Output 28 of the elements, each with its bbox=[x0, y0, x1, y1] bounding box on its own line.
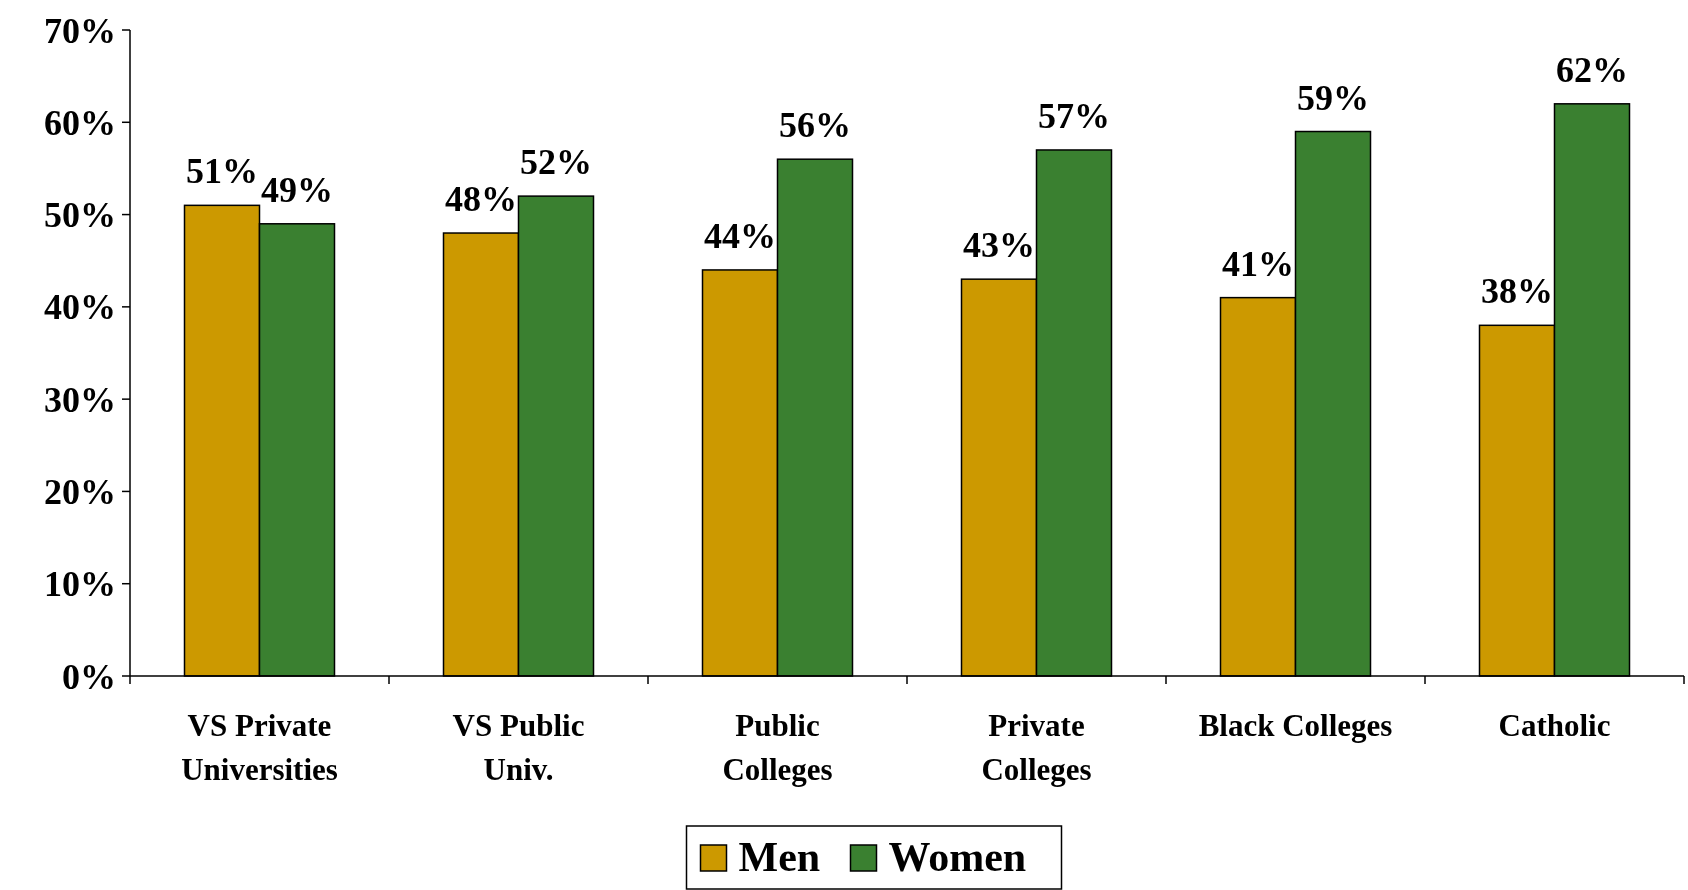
data-label: 48% bbox=[445, 179, 517, 220]
legend-label: Men bbox=[738, 834, 821, 880]
data-label: 41% bbox=[1222, 243, 1294, 284]
data-label: 62% bbox=[1556, 49, 1628, 90]
x-tick-label: VS Private Universities bbox=[181, 708, 338, 787]
x-tick-label: Public Colleges bbox=[722, 708, 833, 787]
data-label: 59% bbox=[1297, 77, 1369, 118]
x-tick-label: VS Public Univ. bbox=[452, 708, 585, 787]
legend-label: Women bbox=[888, 834, 1027, 880]
data-label: 43% bbox=[963, 225, 1035, 266]
x-tick-label: Black Colleges bbox=[1198, 708, 1393, 743]
y-tick-label: 0% bbox=[62, 656, 116, 697]
data-label: 38% bbox=[1481, 271, 1553, 312]
y-tick-label: 10% bbox=[44, 564, 116, 605]
data-label: 49% bbox=[261, 169, 333, 210]
x-tick-label: Catholic bbox=[1498, 708, 1611, 743]
y-tick-label: 60% bbox=[44, 102, 116, 143]
data-label: 57% bbox=[1038, 95, 1110, 136]
data-label: 52% bbox=[520, 142, 592, 183]
y-tick-label: 30% bbox=[44, 379, 116, 420]
y-tick-label: 50% bbox=[44, 195, 116, 236]
y-tick-label: 70% bbox=[44, 10, 116, 51]
data-label: 44% bbox=[704, 215, 776, 256]
y-tick-label: 20% bbox=[44, 472, 116, 513]
y-tick-label: 40% bbox=[44, 287, 116, 328]
x-tick-label: Private Colleges bbox=[981, 708, 1092, 787]
data-label: 51% bbox=[186, 151, 258, 192]
data-label: 56% bbox=[779, 105, 851, 146]
